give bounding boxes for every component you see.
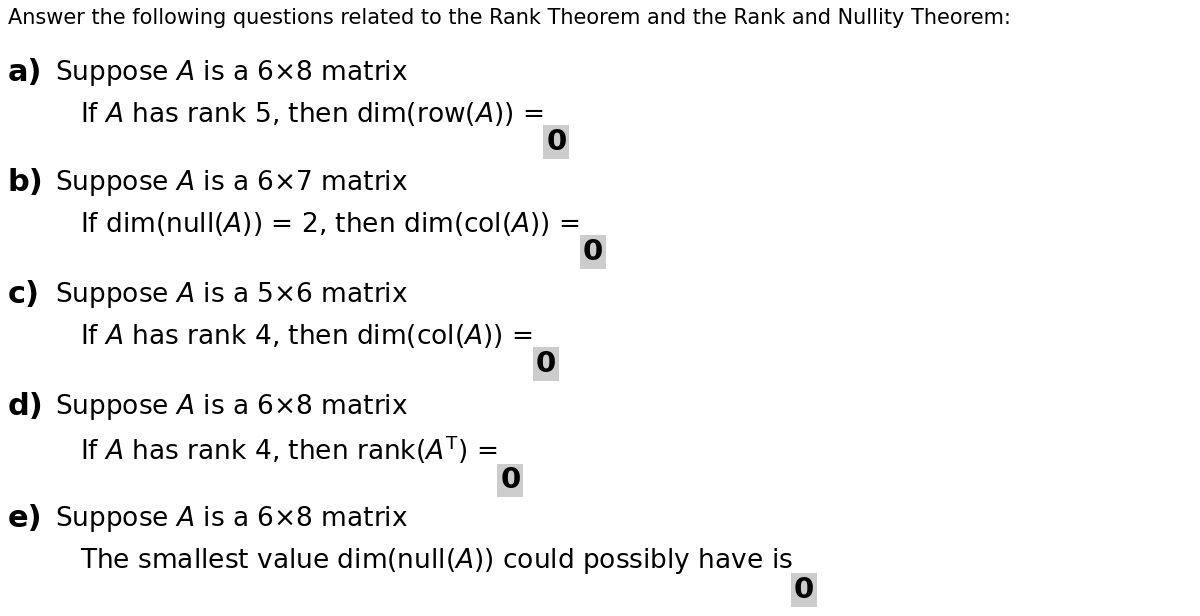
- Text: If $A$ has rank 5, then dim(row($A$)) =: If $A$ has rank 5, then dim(row($A$)) =: [80, 100, 546, 128]
- Text: c): c): [8, 280, 40, 309]
- Text: Suppose $A$ is a 5×6 matrix: Suppose $A$ is a 5×6 matrix: [55, 280, 408, 310]
- Text: Answer the following questions related to the Rank Theorem and the Rank and Null: Answer the following questions related t…: [8, 8, 1010, 28]
- Text: 0: 0: [583, 238, 602, 266]
- Text: Suppose $A$ is a 6×8 matrix: Suppose $A$ is a 6×8 matrix: [55, 392, 408, 422]
- Text: d): d): [8, 392, 43, 421]
- Text: 0: 0: [546, 128, 566, 156]
- Text: Suppose $A$ is a 6×8 matrix: Suppose $A$ is a 6×8 matrix: [55, 504, 408, 534]
- Text: 0: 0: [535, 350, 556, 378]
- Text: The smallest value dim(null($A$)) could possibly have is: The smallest value dim(null($A$)) could …: [80, 546, 794, 576]
- Text: Suppose $A$ is a 6×8 matrix: Suppose $A$ is a 6×8 matrix: [55, 58, 408, 88]
- Text: 0: 0: [794, 576, 815, 604]
- Text: If dim(null($A$)) = 2, then dim(col($A$)) =: If dim(null($A$)) = 2, then dim(col($A$)…: [80, 210, 583, 238]
- Text: If $A$ has rank 4, then dim(col($A$)) =: If $A$ has rank 4, then dim(col($A$)) =: [80, 322, 535, 350]
- Text: 0: 0: [500, 466, 521, 495]
- Text: If $A$ has rank 4, then rank($A^{\mathrm{T}}$) =: If $A$ has rank 4, then rank($A^{\mathrm…: [80, 434, 500, 466]
- Text: b): b): [8, 168, 43, 197]
- Text: Suppose $A$ is a 6×7 matrix: Suppose $A$ is a 6×7 matrix: [55, 168, 408, 198]
- Text: e): e): [8, 504, 43, 533]
- Text: a): a): [8, 58, 42, 87]
